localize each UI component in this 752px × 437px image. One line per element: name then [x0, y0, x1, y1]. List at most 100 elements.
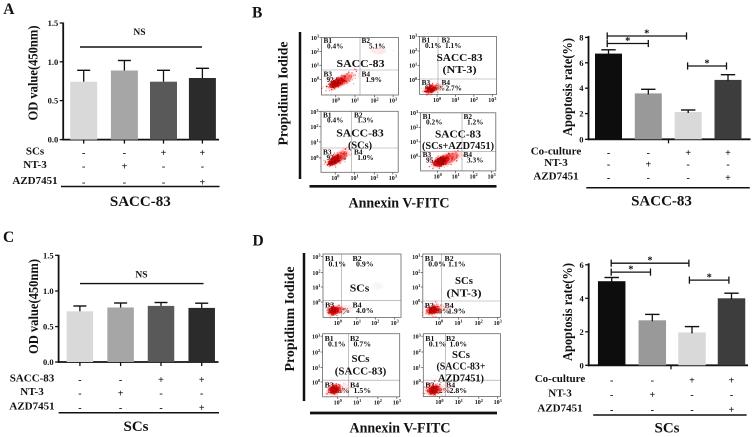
svg-text:102: 102: [371, 96, 379, 104]
svg-text:100: 100: [312, 298, 320, 306]
svg-text:2: 2: [579, 109, 583, 119]
svg-text:0.9%: 0.9%: [356, 260, 374, 269]
svg-text:103: 103: [311, 34, 320, 42]
svg-text:NT-3: NT-3: [544, 157, 568, 169]
svg-text:101: 101: [451, 96, 459, 104]
svg-text:103: 103: [410, 109, 419, 117]
svg-text:B4: B4: [362, 70, 371, 79]
svg-text:SCs: SCs: [452, 349, 471, 361]
svg-text:101: 101: [311, 62, 319, 70]
svg-text:101: 101: [454, 319, 462, 327]
svg-text:1.9%: 1.9%: [366, 75, 382, 84]
svg-text:103: 103: [312, 253, 321, 261]
svg-text:+: +: [200, 148, 206, 159]
svg-text:-: -: [610, 390, 613, 401]
svg-text:101: 101: [310, 138, 318, 146]
svg-text:100: 100: [435, 319, 443, 327]
svg-text:(SCs+AZD7451): (SCs+AZD7451): [422, 141, 494, 152]
svg-text:B3: B3: [422, 78, 431, 87]
svg-text:101: 101: [351, 174, 359, 182]
svg-text:0: 0: [579, 360, 583, 370]
svg-text:5.1%: 5.1%: [369, 42, 385, 51]
svg-text:B4: B4: [354, 147, 363, 156]
svg-text:100: 100: [433, 96, 441, 104]
svg-text:0.0%: 0.0%: [428, 260, 446, 269]
svg-text:102: 102: [413, 348, 421, 356]
svg-text:103: 103: [488, 172, 497, 180]
svg-text:1.2%: 1.2%: [467, 117, 483, 126]
svg-text:103: 103: [389, 96, 398, 104]
svg-text:102: 102: [470, 172, 478, 180]
svg-text:*: *: [647, 256, 652, 267]
svg-text:SACC-83: SACC-83: [337, 59, 385, 70]
svg-text:SCs: SCs: [654, 421, 679, 437]
svg-text:1.5%: 1.5%: [354, 386, 372, 395]
svg-text:B3: B3: [325, 380, 334, 389]
svg-text:-: -: [690, 405, 693, 416]
svg-text:102: 102: [371, 319, 379, 327]
svg-text:+: +: [729, 376, 735, 387]
svg-text:+: +: [649, 390, 655, 401]
svg-text:-: -: [159, 389, 162, 400]
svg-text:8: 8: [579, 32, 583, 42]
svg-text:SCs: SCs: [350, 284, 370, 295]
svg-text:B1: B1: [323, 111, 332, 120]
svg-text:102: 102: [412, 269, 420, 277]
svg-text:6: 6: [579, 260, 583, 270]
svg-text:Apoptosis rate(%): Apoptosis rate(%): [560, 38, 575, 136]
svg-text:100: 100: [410, 153, 418, 161]
svg-text:0.0: 0.0: [43, 357, 54, 367]
svg-text:B3: B3: [325, 301, 334, 310]
svg-text:0.0: 0.0: [48, 135, 59, 145]
svg-text:101: 101: [455, 398, 463, 406]
svg-text:0.1%: 0.1%: [425, 41, 441, 50]
svg-text:NS: NS: [133, 28, 145, 38]
svg-text:NT-3: NT-3: [23, 159, 47, 171]
svg-text:*: *: [625, 36, 630, 47]
svg-text:-: -: [651, 376, 654, 387]
svg-text:+: +: [729, 405, 735, 416]
svg-text:100: 100: [334, 398, 342, 406]
svg-text:B2: B2: [353, 254, 362, 263]
svg-text:2: 2: [579, 327, 583, 337]
svg-text:101: 101: [409, 62, 417, 70]
svg-text:1.0%: 1.0%: [450, 340, 468, 349]
svg-text:+: +: [118, 389, 124, 400]
svg-text:AZD7451: AZD7451: [12, 175, 57, 187]
svg-text:B1: B1: [325, 254, 334, 263]
svg-text:*: *: [704, 59, 709, 70]
svg-text:-: -: [647, 173, 650, 184]
svg-text:Co-culture: Co-culture: [531, 146, 582, 158]
svg-text:B4: B4: [353, 301, 362, 310]
svg-text:2.7%: 2.7%: [446, 84, 462, 93]
svg-text:103: 103: [494, 319, 503, 327]
svg-text:0.5: 0.5: [48, 96, 59, 106]
svg-text:AZD7451: AZD7451: [9, 401, 54, 413]
svg-text:4: 4: [579, 83, 584, 93]
svg-text:0: 0: [579, 134, 583, 144]
svg-text:0.7%: 0.7%: [354, 340, 372, 349]
svg-text:Apoptosis rate(%): Apoptosis rate(%): [560, 263, 575, 361]
svg-text:100: 100: [413, 378, 421, 386]
svg-text:+: +: [199, 403, 205, 414]
svg-text:OD value(450nm): OD value(450nm): [27, 25, 42, 120]
svg-text:+: +: [122, 162, 128, 173]
svg-text:1.3%: 1.3%: [357, 116, 373, 125]
svg-text:*: *: [628, 265, 633, 276]
svg-text:B4: B4: [442, 78, 451, 87]
svg-text:+: +: [158, 375, 164, 386]
svg-text:SACC-83: SACC-83: [437, 53, 483, 64]
svg-text:-: -: [123, 178, 126, 189]
svg-text:-: -: [647, 148, 650, 159]
svg-text:101: 101: [351, 96, 359, 104]
svg-text:AZD7451: AZD7451: [533, 171, 578, 183]
svg-text:SACC-83: SACC-83: [10, 373, 55, 385]
svg-text:-: -: [730, 390, 733, 401]
svg-text:4.0%: 4.0%: [356, 306, 374, 315]
svg-text:102: 102: [374, 398, 382, 406]
svg-text:-: -: [82, 178, 85, 189]
svg-text:100: 100: [312, 378, 320, 386]
svg-text:B2: B2: [464, 112, 473, 121]
svg-text:103: 103: [312, 332, 321, 340]
svg-text:C: C: [3, 229, 14, 246]
